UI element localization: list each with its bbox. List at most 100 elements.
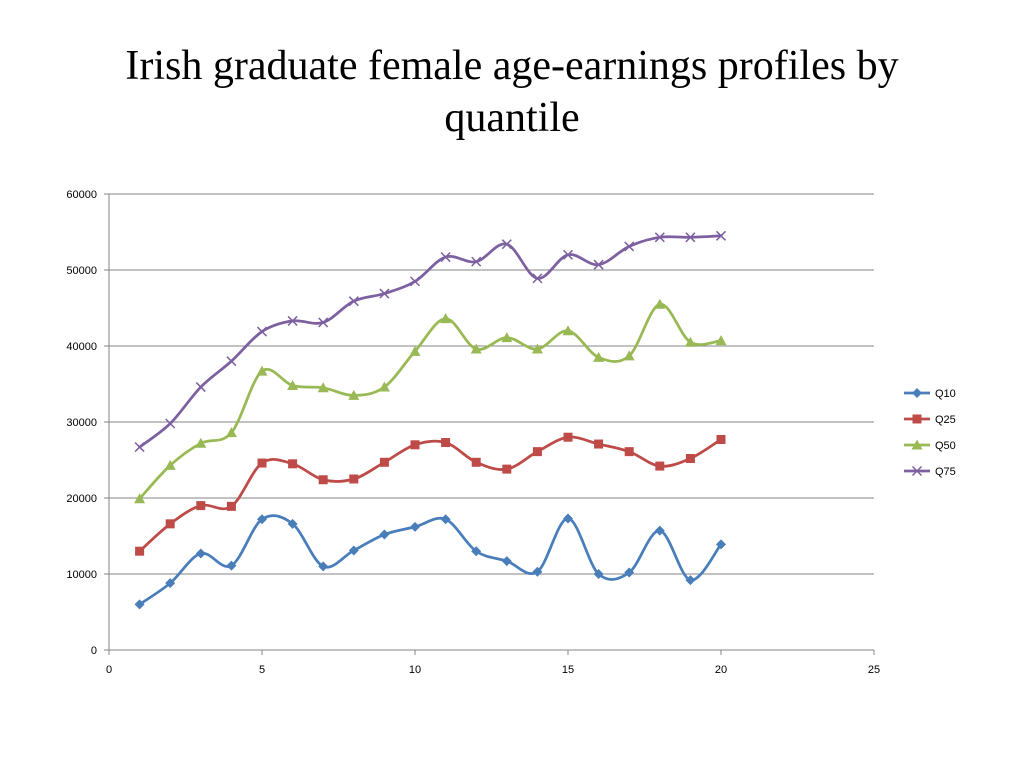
data-point-q50 [684, 336, 696, 347]
data-point-q25 [655, 461, 665, 471]
data-point-q10 [440, 514, 451, 525]
data-point-q75 [562, 249, 574, 260]
series-line-q50 [138, 302, 723, 501]
data-point-q10 [501, 556, 512, 567]
data-point-q25 [226, 501, 236, 511]
data-point-q50 [593, 351, 605, 362]
data-point-q50 [715, 335, 727, 346]
legend-marker [911, 465, 923, 477]
data-point-q75 [440, 252, 451, 263]
data-point-q10 [379, 529, 390, 540]
data-point-q75 [501, 239, 512, 250]
data-point-q25 [288, 459, 298, 469]
legend-label: Q25 [935, 414, 956, 426]
data-point-q50 [440, 313, 452, 324]
data-point-q25 [471, 457, 481, 467]
data-point-q50 [531, 343, 543, 354]
data-point-q10 [532, 566, 543, 577]
data-point-q50 [317, 382, 329, 393]
legend-marker [912, 388, 922, 398]
series-line-q75 [138, 234, 723, 449]
data-point-q25 [624, 447, 634, 457]
data-point-q25 [563, 432, 573, 442]
data-point-q75 [195, 382, 206, 393]
legend-label: Q50 [935, 440, 956, 452]
x-tick-label: 15 [562, 664, 574, 676]
legend-marker [911, 439, 923, 450]
x-tick-label: 5 [259, 664, 265, 676]
data-point-q50 [470, 343, 482, 354]
data-point-q75 [379, 288, 390, 299]
data-point-q25 [532, 447, 542, 457]
x-tick-label: 0 [106, 664, 112, 676]
data-point-q25 [349, 474, 359, 484]
data-point-q25 [441, 438, 451, 448]
y-tick-label: 30000 [66, 417, 97, 429]
data-point-q50 [164, 459, 176, 470]
legend-marker [912, 414, 922, 424]
data-point-q75 [532, 273, 543, 284]
data-point-q25 [502, 464, 512, 474]
data-point-q75 [226, 356, 237, 367]
x-tick-label: 10 [409, 664, 421, 676]
data-point-q50 [287, 380, 299, 391]
legend: Q10 Q25 Q50 Q75 [904, 388, 956, 478]
data-point-q75 [624, 241, 635, 252]
data-point-q75 [256, 326, 268, 337]
data-point-q10 [195, 548, 206, 559]
data-point-q10 [287, 518, 298, 529]
series-q10 [134, 513, 726, 610]
series-lines [134, 230, 727, 610]
x-tick-label: 20 [715, 664, 727, 676]
x-tick-label: 25 [868, 664, 880, 676]
data-point-q75 [134, 442, 145, 453]
data-point-q10 [471, 546, 482, 557]
y-tick-label: 50000 [66, 265, 97, 277]
data-point-q25 [594, 439, 604, 449]
data-point-q10 [654, 525, 665, 536]
data-point-q25 [379, 457, 389, 467]
data-point-q75 [409, 276, 421, 287]
data-point-q10 [685, 575, 696, 586]
data-point-q10 [410, 521, 420, 532]
legend-item-q10: Q10 [904, 388, 956, 400]
series-q50 [134, 298, 727, 504]
data-point-q50 [348, 389, 360, 400]
data-point-q50 [195, 437, 207, 448]
data-point-q10 [165, 578, 176, 589]
data-point-q10 [624, 567, 635, 578]
data-point-q50 [562, 325, 574, 336]
data-point-q25 [165, 519, 175, 529]
data-point-q50 [623, 350, 635, 361]
data-point-q50 [501, 332, 513, 343]
y-tick-label: 20000 [66, 493, 97, 505]
data-point-q50 [225, 427, 237, 438]
data-point-q10 [318, 561, 329, 572]
series-line-q10 [138, 514, 723, 606]
data-point-q75 [715, 230, 727, 241]
data-point-q25 [196, 501, 206, 511]
data-point-q75 [318, 317, 329, 328]
data-point-q50 [654, 298, 666, 309]
data-point-q75 [287, 315, 298, 326]
data-point-q10 [226, 560, 237, 571]
data-point-q25 [135, 546, 145, 556]
data-point-q25 [318, 475, 328, 485]
data-point-q25 [716, 434, 726, 444]
data-point-q50 [256, 365, 268, 376]
y-tick-label: 0 [91, 645, 97, 657]
data-point-q50 [378, 381, 390, 392]
data-point-q75 [471, 256, 482, 267]
data-point-q10 [716, 539, 726, 550]
y-tick-label: 40000 [66, 341, 97, 353]
gridlines [109, 193, 874, 651]
data-point-q10 [593, 569, 604, 579]
legend-item-q25: Q25 [904, 414, 956, 426]
legend-item-q50: Q50 [904, 439, 956, 452]
series-line-q25 [138, 435, 723, 553]
series-q75 [134, 230, 727, 453]
legend-label: Q10 [935, 388, 956, 400]
data-point-q75 [348, 296, 359, 307]
slide-title: Irish graduate female age-earnings profi… [125, 43, 899, 141]
